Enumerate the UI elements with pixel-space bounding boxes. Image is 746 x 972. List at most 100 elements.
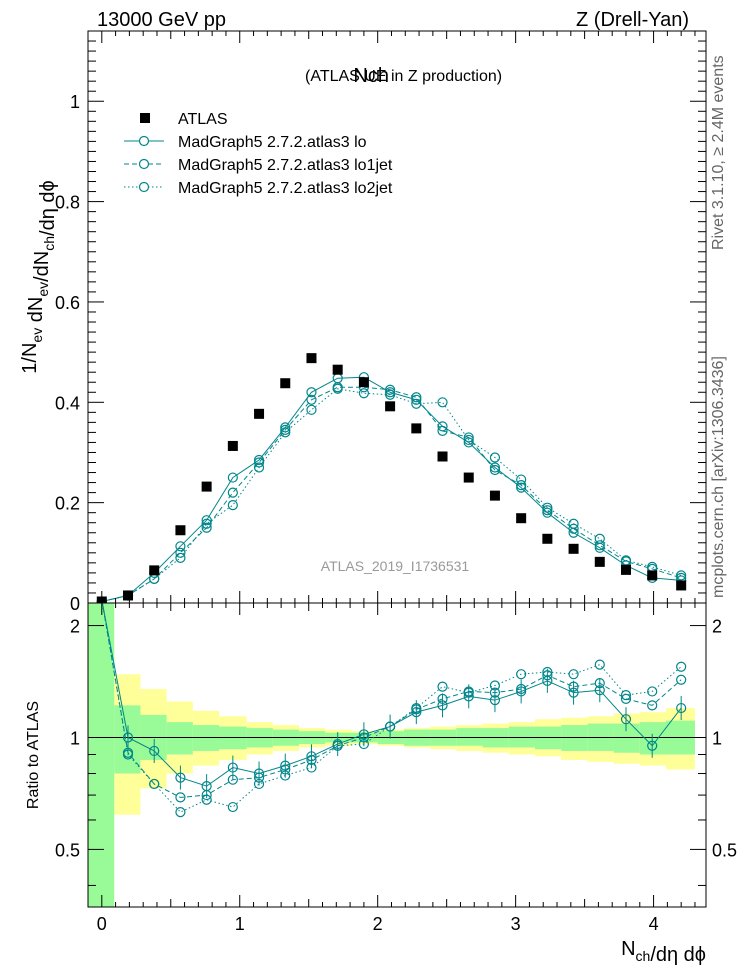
ratio-point xyxy=(227,801,238,813)
mc-point xyxy=(227,487,238,498)
x-tick-label: 0 xyxy=(97,914,107,934)
series-line-1 xyxy=(101,376,682,602)
mc-point xyxy=(201,518,212,529)
ratio-point xyxy=(489,695,501,706)
energy-label: 13000 GeV pp xyxy=(97,9,226,31)
atlas-point xyxy=(411,423,422,434)
mc-point xyxy=(385,389,396,400)
green-band-segment xyxy=(166,722,193,755)
mc-point xyxy=(542,507,553,518)
ratio-ylabel-text: Ratio to ATLAS xyxy=(25,701,42,809)
atlas-point xyxy=(489,490,500,501)
ratio-point xyxy=(594,659,605,670)
mc-point xyxy=(385,387,396,398)
y-tick-label: 0.8 xyxy=(55,193,80,213)
atlas-point xyxy=(227,440,238,451)
mc-point xyxy=(175,552,186,563)
legend-marker xyxy=(138,135,150,147)
legend-label: MadGraph5 2.7.2.atlas3 lo1jet xyxy=(178,157,393,174)
legend-marker-atlas xyxy=(140,113,150,123)
ratio-ylabel: Ratio to ATLAS xyxy=(25,701,42,809)
mc-point xyxy=(542,505,553,516)
ratio-point xyxy=(542,666,553,678)
green-band-segment xyxy=(114,705,141,774)
atlas-point xyxy=(385,401,396,412)
ratio-y-tick-label-left: 2 xyxy=(70,617,80,637)
mc-point xyxy=(306,394,317,405)
mc-point xyxy=(227,472,238,483)
ratio-point xyxy=(306,754,317,766)
ratio-point xyxy=(647,700,658,711)
rivet-version-label: Rivet 3.1.10, ≥ 2.4M events xyxy=(710,55,727,250)
ratio-point xyxy=(676,702,687,714)
legend-label: MadGraph5 2.7.2.atlas3 lo xyxy=(178,134,367,151)
ratio-point xyxy=(647,740,658,751)
uncertainty-bands xyxy=(88,603,695,907)
ratio-point xyxy=(201,789,212,801)
ratio-point xyxy=(620,690,632,701)
y-tick-label: 0 xyxy=(70,594,80,614)
mc-point xyxy=(463,432,474,443)
ratio-point xyxy=(175,792,186,803)
atlas-point xyxy=(437,451,448,462)
ratio-y-tick-label-left: 1 xyxy=(70,728,80,748)
mc-point xyxy=(253,462,265,473)
x-axis-label: Nch/dη dϕ xyxy=(621,938,706,966)
mc-point xyxy=(175,541,186,552)
ratio-point xyxy=(358,732,369,743)
mc-point xyxy=(437,397,448,408)
x-tick-label: 3 xyxy=(511,914,521,934)
mc-point xyxy=(463,434,474,446)
ratio-point xyxy=(280,760,291,771)
ratio-point xyxy=(175,806,186,818)
main-plot: Nch (ATLAS UE in Z production) ATLAS_201… xyxy=(55,30,707,614)
atlas-point xyxy=(620,564,631,575)
main-plot-area xyxy=(88,31,706,603)
x-tick-label: 2 xyxy=(373,914,383,934)
ratio-line-2 xyxy=(101,603,682,813)
ratio-plot: 0 1 2 3 4 0.5 0.5 1 1 2 2 xyxy=(55,602,737,934)
ratio-point xyxy=(201,794,212,805)
ratio-point xyxy=(647,686,658,697)
mc-point xyxy=(516,482,527,493)
analysis-label: ATLAS_2019_I1736531 xyxy=(321,558,470,574)
mc-point xyxy=(306,387,317,398)
mc-point xyxy=(676,570,687,581)
mc-point xyxy=(385,384,396,395)
atlas-point xyxy=(463,472,474,483)
mc-point xyxy=(620,555,632,566)
atlas-point xyxy=(594,556,605,567)
ratio-point xyxy=(463,687,474,698)
mc-point xyxy=(594,533,605,544)
legend-label: MadGraph5 2.7.2.atlas3 lo2jet xyxy=(178,180,393,197)
ratio-point xyxy=(227,774,238,785)
mc-point xyxy=(489,462,501,473)
atlas-point xyxy=(149,565,160,576)
y-tick-label: 0.2 xyxy=(55,494,80,514)
mc-point xyxy=(175,547,186,558)
ratio-point xyxy=(516,683,527,695)
ratio-point xyxy=(358,729,369,740)
ratio-point xyxy=(253,778,265,790)
atlas-point xyxy=(516,513,527,524)
ratio-y-tick-label-left: 0.5 xyxy=(55,840,80,860)
ratio-point xyxy=(568,669,579,680)
ratio-point xyxy=(306,762,317,773)
ratio-point xyxy=(489,680,501,691)
ratio-y-tick-label-right: 0.5 xyxy=(712,840,737,860)
ratio-point xyxy=(280,764,291,775)
ratio-y-tick-label-right: 2 xyxy=(712,617,722,637)
mc-point xyxy=(568,518,579,529)
mc-point xyxy=(516,474,527,485)
ratio-point xyxy=(594,685,605,696)
atlas-point xyxy=(254,408,265,419)
mc-point xyxy=(332,383,343,394)
mc-point xyxy=(280,424,291,435)
mc-point xyxy=(411,392,422,403)
ratio-point xyxy=(437,681,448,692)
ratio-point xyxy=(332,740,343,751)
plot-subtitle: (ATLAS UE in Z production) xyxy=(305,68,502,85)
ratio-point xyxy=(227,762,238,773)
series-line-3 xyxy=(101,388,682,602)
